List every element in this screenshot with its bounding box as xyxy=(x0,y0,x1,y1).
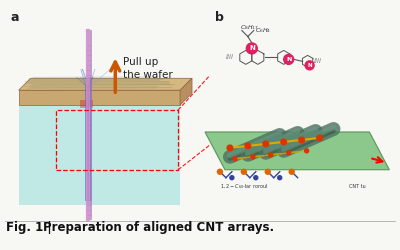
Circle shape xyxy=(281,139,286,145)
Circle shape xyxy=(284,54,294,64)
Text: a: a xyxy=(11,11,19,24)
Text: CNT tu: CNT tu xyxy=(350,184,366,189)
Circle shape xyxy=(254,176,258,180)
Circle shape xyxy=(251,155,255,159)
Circle shape xyxy=(245,143,251,149)
Circle shape xyxy=(299,137,304,143)
Polygon shape xyxy=(19,105,180,204)
Text: the wafer: the wafer xyxy=(123,70,173,80)
Circle shape xyxy=(218,169,222,174)
Text: b: b xyxy=(215,11,224,24)
Circle shape xyxy=(233,157,237,161)
Text: Preparation of aligned CNT arrays.: Preparation of aligned CNT arrays. xyxy=(43,221,274,234)
Circle shape xyxy=(305,61,314,70)
Text: N: N xyxy=(249,46,255,52)
Text: N: N xyxy=(307,63,312,68)
Text: N: N xyxy=(286,57,291,62)
Text: $C_6H_4$: $C_6H_4$ xyxy=(255,26,271,35)
Polygon shape xyxy=(180,78,192,105)
Text: $1,2-C_{60}$-lar roroul: $1,2-C_{60}$-lar roroul xyxy=(220,182,268,190)
Circle shape xyxy=(265,169,270,174)
Circle shape xyxy=(305,149,309,153)
Polygon shape xyxy=(80,100,93,108)
Circle shape xyxy=(246,43,257,54)
Circle shape xyxy=(230,176,234,180)
Polygon shape xyxy=(19,90,180,105)
Circle shape xyxy=(263,141,268,147)
Polygon shape xyxy=(19,78,192,90)
Text: Pull up: Pull up xyxy=(123,57,158,67)
Text: $C_8H_{17}$: $C_8H_{17}$ xyxy=(240,23,259,32)
Circle shape xyxy=(289,169,294,174)
Text: iiii: iiii xyxy=(314,58,322,64)
Polygon shape xyxy=(205,132,389,170)
Text: iiii: iiii xyxy=(226,54,234,60)
Circle shape xyxy=(317,135,322,141)
Circle shape xyxy=(287,151,291,155)
Text: Fig. 1 |: Fig. 1 | xyxy=(6,221,56,234)
Circle shape xyxy=(227,145,233,151)
Circle shape xyxy=(278,176,282,180)
Circle shape xyxy=(241,169,246,174)
Circle shape xyxy=(269,153,273,157)
